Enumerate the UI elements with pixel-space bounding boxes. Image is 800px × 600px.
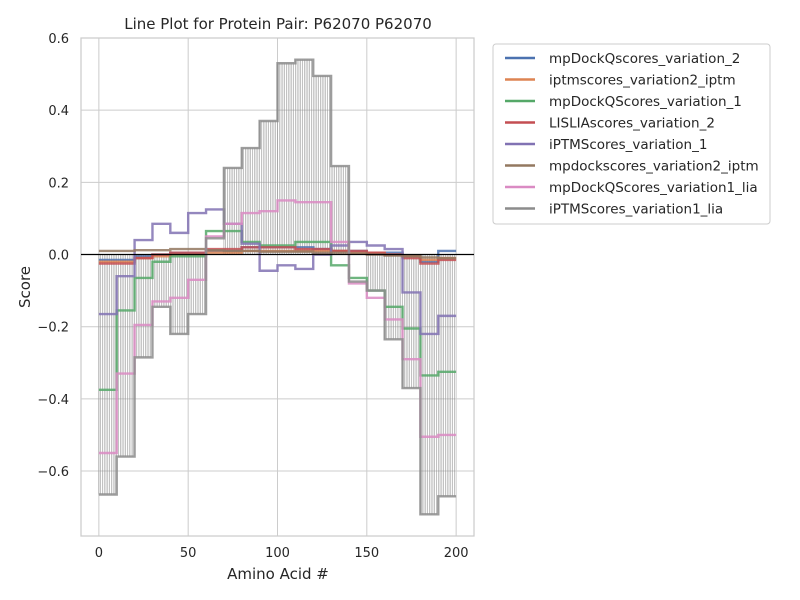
y-tick-label: 0.6 — [48, 32, 69, 47]
y-tick-label: −0.6 — [37, 465, 69, 480]
legend-label: LISLIAscores_variation_2 — [549, 116, 715, 132]
x-tick-label: 0 — [95, 546, 103, 561]
series-line-7 — [98, 199, 457, 455]
series-line-5 — [98, 208, 457, 336]
series-line-6 — [98, 247, 457, 260]
legend: mpDockQscores_variation_2 iptmscores_vari… — [492, 43, 771, 225]
y-tick-label: −0.2 — [37, 321, 69, 336]
x-tick-label: 100 — [265, 546, 290, 561]
chart-title: Line Plot for Protein Pair: P62070 P6207… — [124, 15, 432, 33]
legend-label: mpDockQScores_variation_1 — [549, 94, 742, 110]
legend-label: mpdockscores_variation2_iptm — [549, 159, 759, 175]
plot-area: 0 50 100 150 200 −0.6 −0.4 −0.2 0.0 0.2 0.4 0.6 — [37, 32, 475, 561]
plot-frame — [80, 37, 475, 537]
legend-box — [492, 43, 771, 225]
legend-label: iPTMScores_variation1_lia — [549, 202, 723, 218]
legend-label: mpDockQScores_variation1_lia — [549, 180, 758, 196]
legend-label: iptmscores_variation2_iptm — [549, 73, 736, 89]
y-tick-label: −0.4 — [37, 393, 69, 408]
x-tick-label: 200 — [444, 546, 469, 561]
series-line-8 — [98, 58, 457, 516]
series-line-3 — [98, 229, 457, 392]
legend-label: iPTMScores_variation_1 — [549, 137, 707, 153]
x-axis-title: Amino Acid # — [227, 565, 329, 583]
y-axis-title: Score — [16, 266, 34, 308]
y-tick-label: 0.2 — [48, 176, 69, 191]
series-fill-lines — [98, 59, 455, 515]
y-tick-label: 0.0 — [48, 249, 69, 264]
x-tick-label: 50 — [180, 546, 197, 561]
y-tick-label: 0.4 — [48, 104, 69, 119]
x-tick-label: 150 — [354, 546, 379, 561]
legend-label: mpDockQscores_variation_2 — [549, 51, 740, 67]
